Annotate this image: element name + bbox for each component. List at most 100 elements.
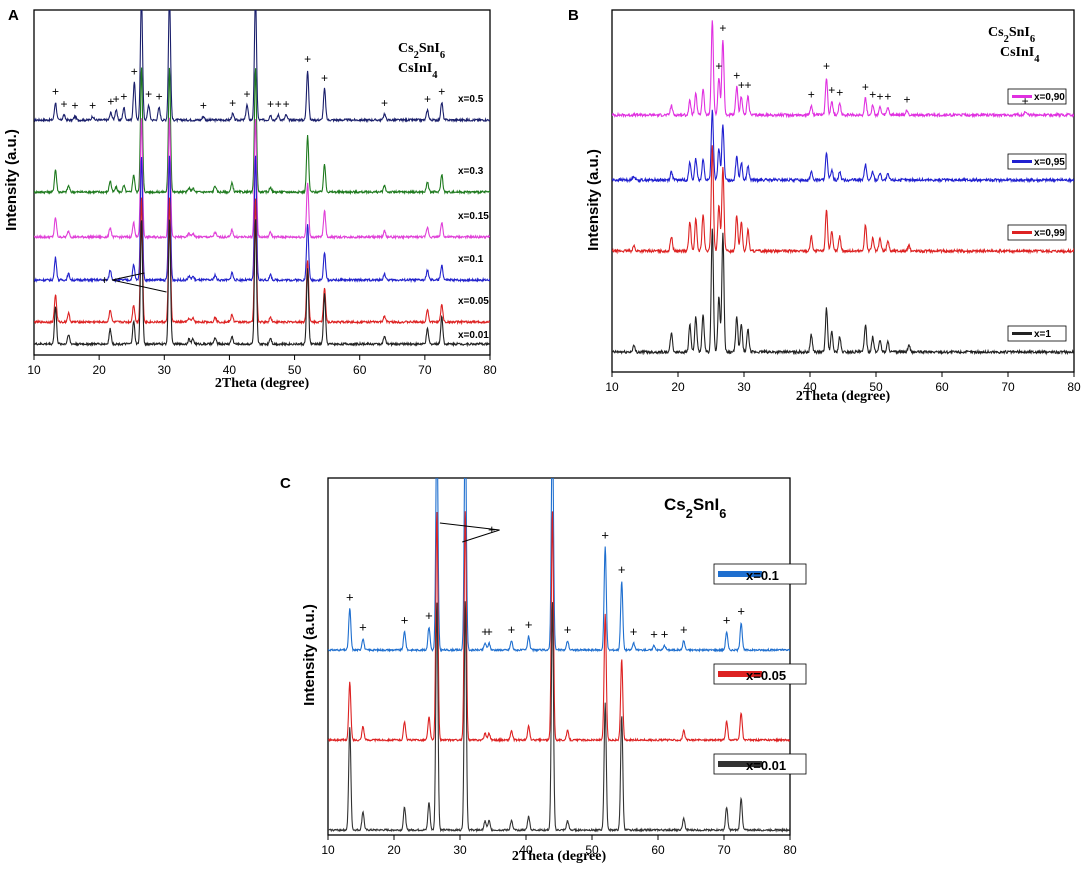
plot-frame	[327, 477, 791, 836]
annotation-marker: +	[488, 522, 496, 537]
peak-marker: +	[723, 613, 731, 628]
series-line-x-0-3	[34, 67, 490, 196]
series-line-x-0-15	[34, 117, 490, 241]
peak-marker: +	[808, 88, 815, 102]
x-tick-label: 70	[717, 843, 731, 857]
legend-label: x=0.01	[746, 758, 786, 773]
peak-marker: +	[304, 52, 311, 66]
peak-marker: +	[836, 86, 843, 100]
peak-marker: +	[719, 21, 726, 35]
peak-marker: +	[425, 608, 433, 623]
x-tick-label: 70	[418, 363, 432, 377]
legend-label: x=1	[1034, 329, 1051, 340]
annotation-arrow	[112, 279, 167, 293]
peak-marker: +	[862, 80, 869, 94]
x-tick-label: 80	[1067, 380, 1081, 394]
x-tick-label: 40	[519, 843, 533, 857]
x-tick-label: 80	[483, 363, 497, 377]
peak-marker: +	[1022, 94, 1029, 108]
x-tick-label: 40	[223, 363, 237, 377]
series-line-x-0-1	[34, 155, 490, 284]
y-axis-label: Intensity (a.u.)	[3, 129, 20, 231]
x-axis-label: 2Theta (degree)	[215, 376, 310, 391]
series-group	[612, 20, 1074, 356]
series-group	[34, 10, 490, 348]
legend-box	[1007, 325, 1067, 342]
peak-marker: +	[107, 95, 114, 109]
peak-marker: +	[618, 562, 626, 577]
x-tick-label: 20	[671, 380, 685, 394]
peak-marker: +	[145, 87, 152, 101]
peak-marker: +	[869, 88, 876, 102]
legend-label: x=0,95	[1034, 157, 1065, 168]
peak-marker: +	[481, 624, 489, 639]
phase-legend: Cs2SnI6	[398, 41, 445, 61]
peak-marker: +	[60, 97, 67, 111]
panel-letter: B	[568, 7, 579, 24]
annotation-arrow	[462, 529, 500, 543]
series-line-x-0-05	[34, 197, 490, 326]
series-line-x-0-05	[328, 511, 790, 743]
x-tick-label: 60	[353, 363, 367, 377]
x-tick-label: 50	[288, 363, 302, 377]
peak-marker: +	[661, 626, 669, 641]
legend-label: x=0,99	[1034, 228, 1065, 239]
x-tick-label: 60	[651, 843, 665, 857]
peak-marker: +	[275, 97, 282, 111]
series-line-x-0-99	[612, 145, 1074, 255]
peak-marker: +	[113, 92, 120, 106]
series-group	[328, 478, 790, 833]
x-tick-label: 30	[453, 843, 467, 857]
x-tick-label: 50	[869, 380, 883, 394]
x-tick-label: 30	[737, 380, 751, 394]
peak-marker: +	[244, 87, 251, 101]
phase-legend: CsInI4	[398, 61, 438, 81]
peak-marker: +	[904, 92, 911, 106]
plot-frame	[33, 9, 491, 356]
series-label: x=0.01	[458, 330, 489, 341]
series-line-x-0-90	[612, 20, 1074, 119]
peak-marker: +	[52, 85, 59, 99]
y-axis-label: Intensity (a.u.)	[301, 604, 318, 706]
panel-c: C 10 20 30 40 50 60 70 80 2Theta (degree) Intensit…	[280, 475, 807, 864]
legend-box	[1007, 88, 1067, 105]
panel-letter: A	[8, 7, 19, 24]
series-label: x=0.05	[458, 296, 489, 307]
phase-legend: CsInI4	[1000, 45, 1040, 65]
peak-marker: +	[401, 613, 409, 628]
x-tick-label: 10	[321, 843, 335, 857]
legend-label: x=0,90	[1034, 92, 1065, 103]
legend-label: x=0.05	[746, 668, 786, 683]
x-axis-label: 2Theta (degree)	[796, 389, 891, 404]
peak-marker: +	[630, 624, 638, 639]
x-tick-label: 20	[387, 843, 401, 857]
peak-marker: +	[381, 96, 388, 110]
peak-marker: +	[737, 603, 745, 618]
peak-marker: +	[321, 71, 328, 85]
peak-marker: +	[120, 90, 127, 104]
annotation-arrow	[439, 522, 500, 531]
x-axis-label: 2Theta (degree)	[512, 849, 607, 864]
peak-marker: +	[738, 78, 745, 92]
peak-marker: +	[229, 96, 236, 110]
legend-label: x=0.1	[746, 568, 779, 583]
plot-frame	[611, 9, 1075, 373]
peak-marker: +	[346, 590, 354, 605]
x-tick-label: 10	[605, 380, 619, 394]
peak-marker: +	[438, 85, 445, 99]
peak-marker: +	[156, 90, 163, 104]
peak-marker: +	[89, 98, 96, 112]
series-line-x-1	[612, 228, 1074, 356]
peak-marker: +	[267, 97, 274, 111]
peak-marker: +	[525, 617, 533, 632]
peak-marker: +	[744, 78, 751, 92]
peak-marker: +	[884, 89, 891, 103]
panel-letter: C	[280, 475, 291, 492]
panel-b: B 10 20 30 40 50 60 70 80 2Theta (degree) Intensit…	[568, 7, 1081, 404]
series-line-x-0-01	[34, 219, 490, 348]
peak-marker: +	[72, 98, 79, 112]
peak-marker: +	[601, 528, 609, 543]
annotation-arrow	[112, 272, 145, 281]
peak-marker: +	[359, 620, 367, 635]
